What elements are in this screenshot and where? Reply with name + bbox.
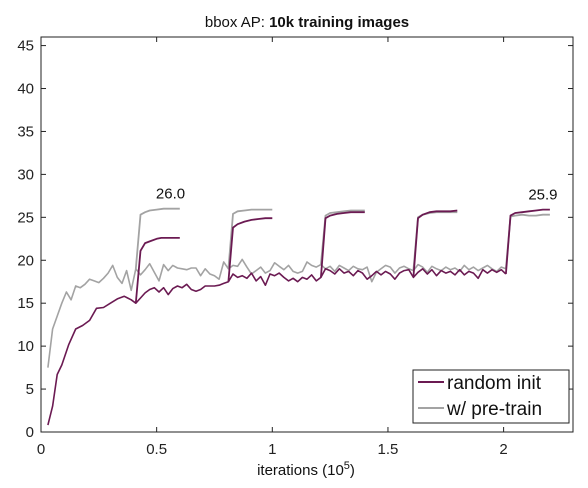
y-tick-label-40: 40 — [17, 81, 34, 98]
x-axis-label-text: iterations (10 — [257, 462, 344, 479]
series-branch-random-init-2 — [227, 217, 273, 282]
x-axis-label-suffix: ) — [350, 462, 355, 479]
legend-box — [412, 369, 570, 424]
series-branch-random-init-4 — [412, 209, 458, 278]
plot-frame — [40, 36, 574, 433]
annotation-label-2: 25.9 — [528, 187, 557, 204]
legend-label-pre-train: w/ pre-train — [446, 399, 542, 420]
y-tick-label-45: 45 — [17, 38, 34, 55]
annotations: 26.0 25.9 — [156, 186, 558, 204]
y-tick-label-30: 30 — [17, 166, 34, 183]
x-axis-label-exponent: 5 — [344, 460, 350, 472]
axes-layer: 0 5 10 15 20 25 30 35 40 45 0 0.5 1 1.5 2 — [17, 36, 574, 458]
chart-title: bbox AP: 10k training images — [205, 14, 409, 31]
y-tick-label-35: 35 — [17, 123, 34, 140]
series-line-random-init — [47, 267, 507, 426]
legend: random init w/ pre-train — [412, 369, 570, 424]
series-branch-random-init-3 — [320, 211, 365, 278]
x-tick-label-0: 0 — [37, 441, 45, 458]
x-tick-label-2: 1 — [268, 441, 276, 458]
y-tick-label-5: 5 — [26, 381, 34, 398]
series-line-w-pre-train — [47, 258, 507, 368]
title-bold: 10k training images — [269, 14, 409, 31]
series-branch-random-init-1 — [134, 236, 180, 304]
y-tick-label-20: 20 — [17, 252, 34, 269]
series-branch-w-pre-train-2 — [227, 208, 273, 269]
y-tick-label-10: 10 — [17, 338, 34, 355]
x-tick-label-1: 0.5 — [146, 441, 167, 458]
series-branch-w-pre-train-4 — [412, 211, 458, 271]
y-tick-label-0: 0 — [26, 424, 34, 441]
y-tick-label-25: 25 — [17, 209, 34, 226]
title-prefix: bbox AP: — [205, 14, 269, 31]
series-branch-random-init-5 — [505, 208, 550, 275]
series-branch-w-pre-train-1 — [134, 207, 180, 269]
y-tick-label-15: 15 — [17, 295, 34, 312]
x-tick-label-4: 2 — [499, 441, 507, 458]
x-tick-label-3: 1.5 — [378, 441, 399, 458]
series-branch-w-pre-train-5 — [505, 213, 550, 269]
legend-label-random-init: random init — [447, 373, 542, 394]
x-axis-label: iterations (105) — [257, 460, 355, 479]
series-branch-w-pre-train-3 — [320, 209, 365, 265]
series-layer — [47, 207, 550, 426]
annotation-label-1: 26.0 — [156, 186, 185, 203]
